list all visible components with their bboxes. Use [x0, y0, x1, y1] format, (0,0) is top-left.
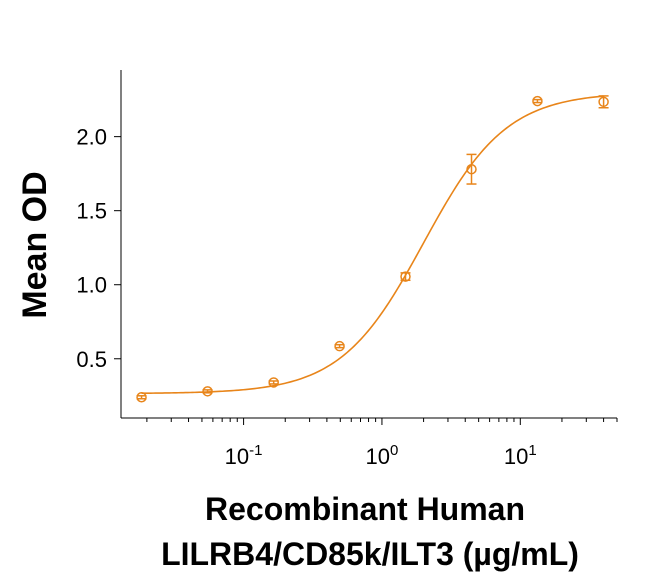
point-marker: [532, 95, 543, 107]
x-tick-label: 101: [504, 442, 537, 469]
x-axis: 10-1 100 101: [121, 417, 618, 469]
data-point: [598, 95, 609, 109]
data-point: [268, 377, 279, 388]
data-point: [202, 386, 213, 397]
y-ticks: 0.5 1.0 1.5 2.0: [76, 125, 121, 372]
point-marker: [466, 163, 477, 175]
y-axis-label: Mean OD: [16, 171, 54, 318]
data-point: [136, 392, 147, 403]
x-ticks: 10-1 100 101: [146, 418, 618, 469]
y-tick-label: 1.0: [76, 273, 107, 298]
y-tick-label: 2.0: [76, 125, 107, 150]
point-marker: [202, 386, 213, 397]
x-tick-label: 100: [366, 442, 399, 469]
data-point: [532, 95, 543, 107]
point-marker: [268, 377, 279, 388]
fit-curve: [141, 95, 604, 395]
y-tick-label: 1.5: [76, 199, 107, 224]
data-point: [466, 153, 477, 185]
y-tick-label: 0.5: [76, 347, 107, 372]
y-axis: 0.5 1.0 1.5 2.0: [76, 70, 122, 418]
data-points-layer: [136, 95, 609, 403]
x-axis-label-line2: LILRB4/CD85k/ILT3 (µg/mL): [161, 536, 579, 572]
fit-curve-layer: [141, 95, 604, 395]
x-axis-label-line1: Recombinant Human: [205, 491, 525, 527]
data-point: [400, 271, 411, 282]
point-marker: [400, 271, 411, 282]
point-marker: [598, 96, 609, 108]
x-tick-label: 10-1: [225, 442, 263, 469]
point-marker: [334, 340, 345, 352]
point-marker: [136, 392, 147, 403]
data-point: [334, 340, 345, 352]
